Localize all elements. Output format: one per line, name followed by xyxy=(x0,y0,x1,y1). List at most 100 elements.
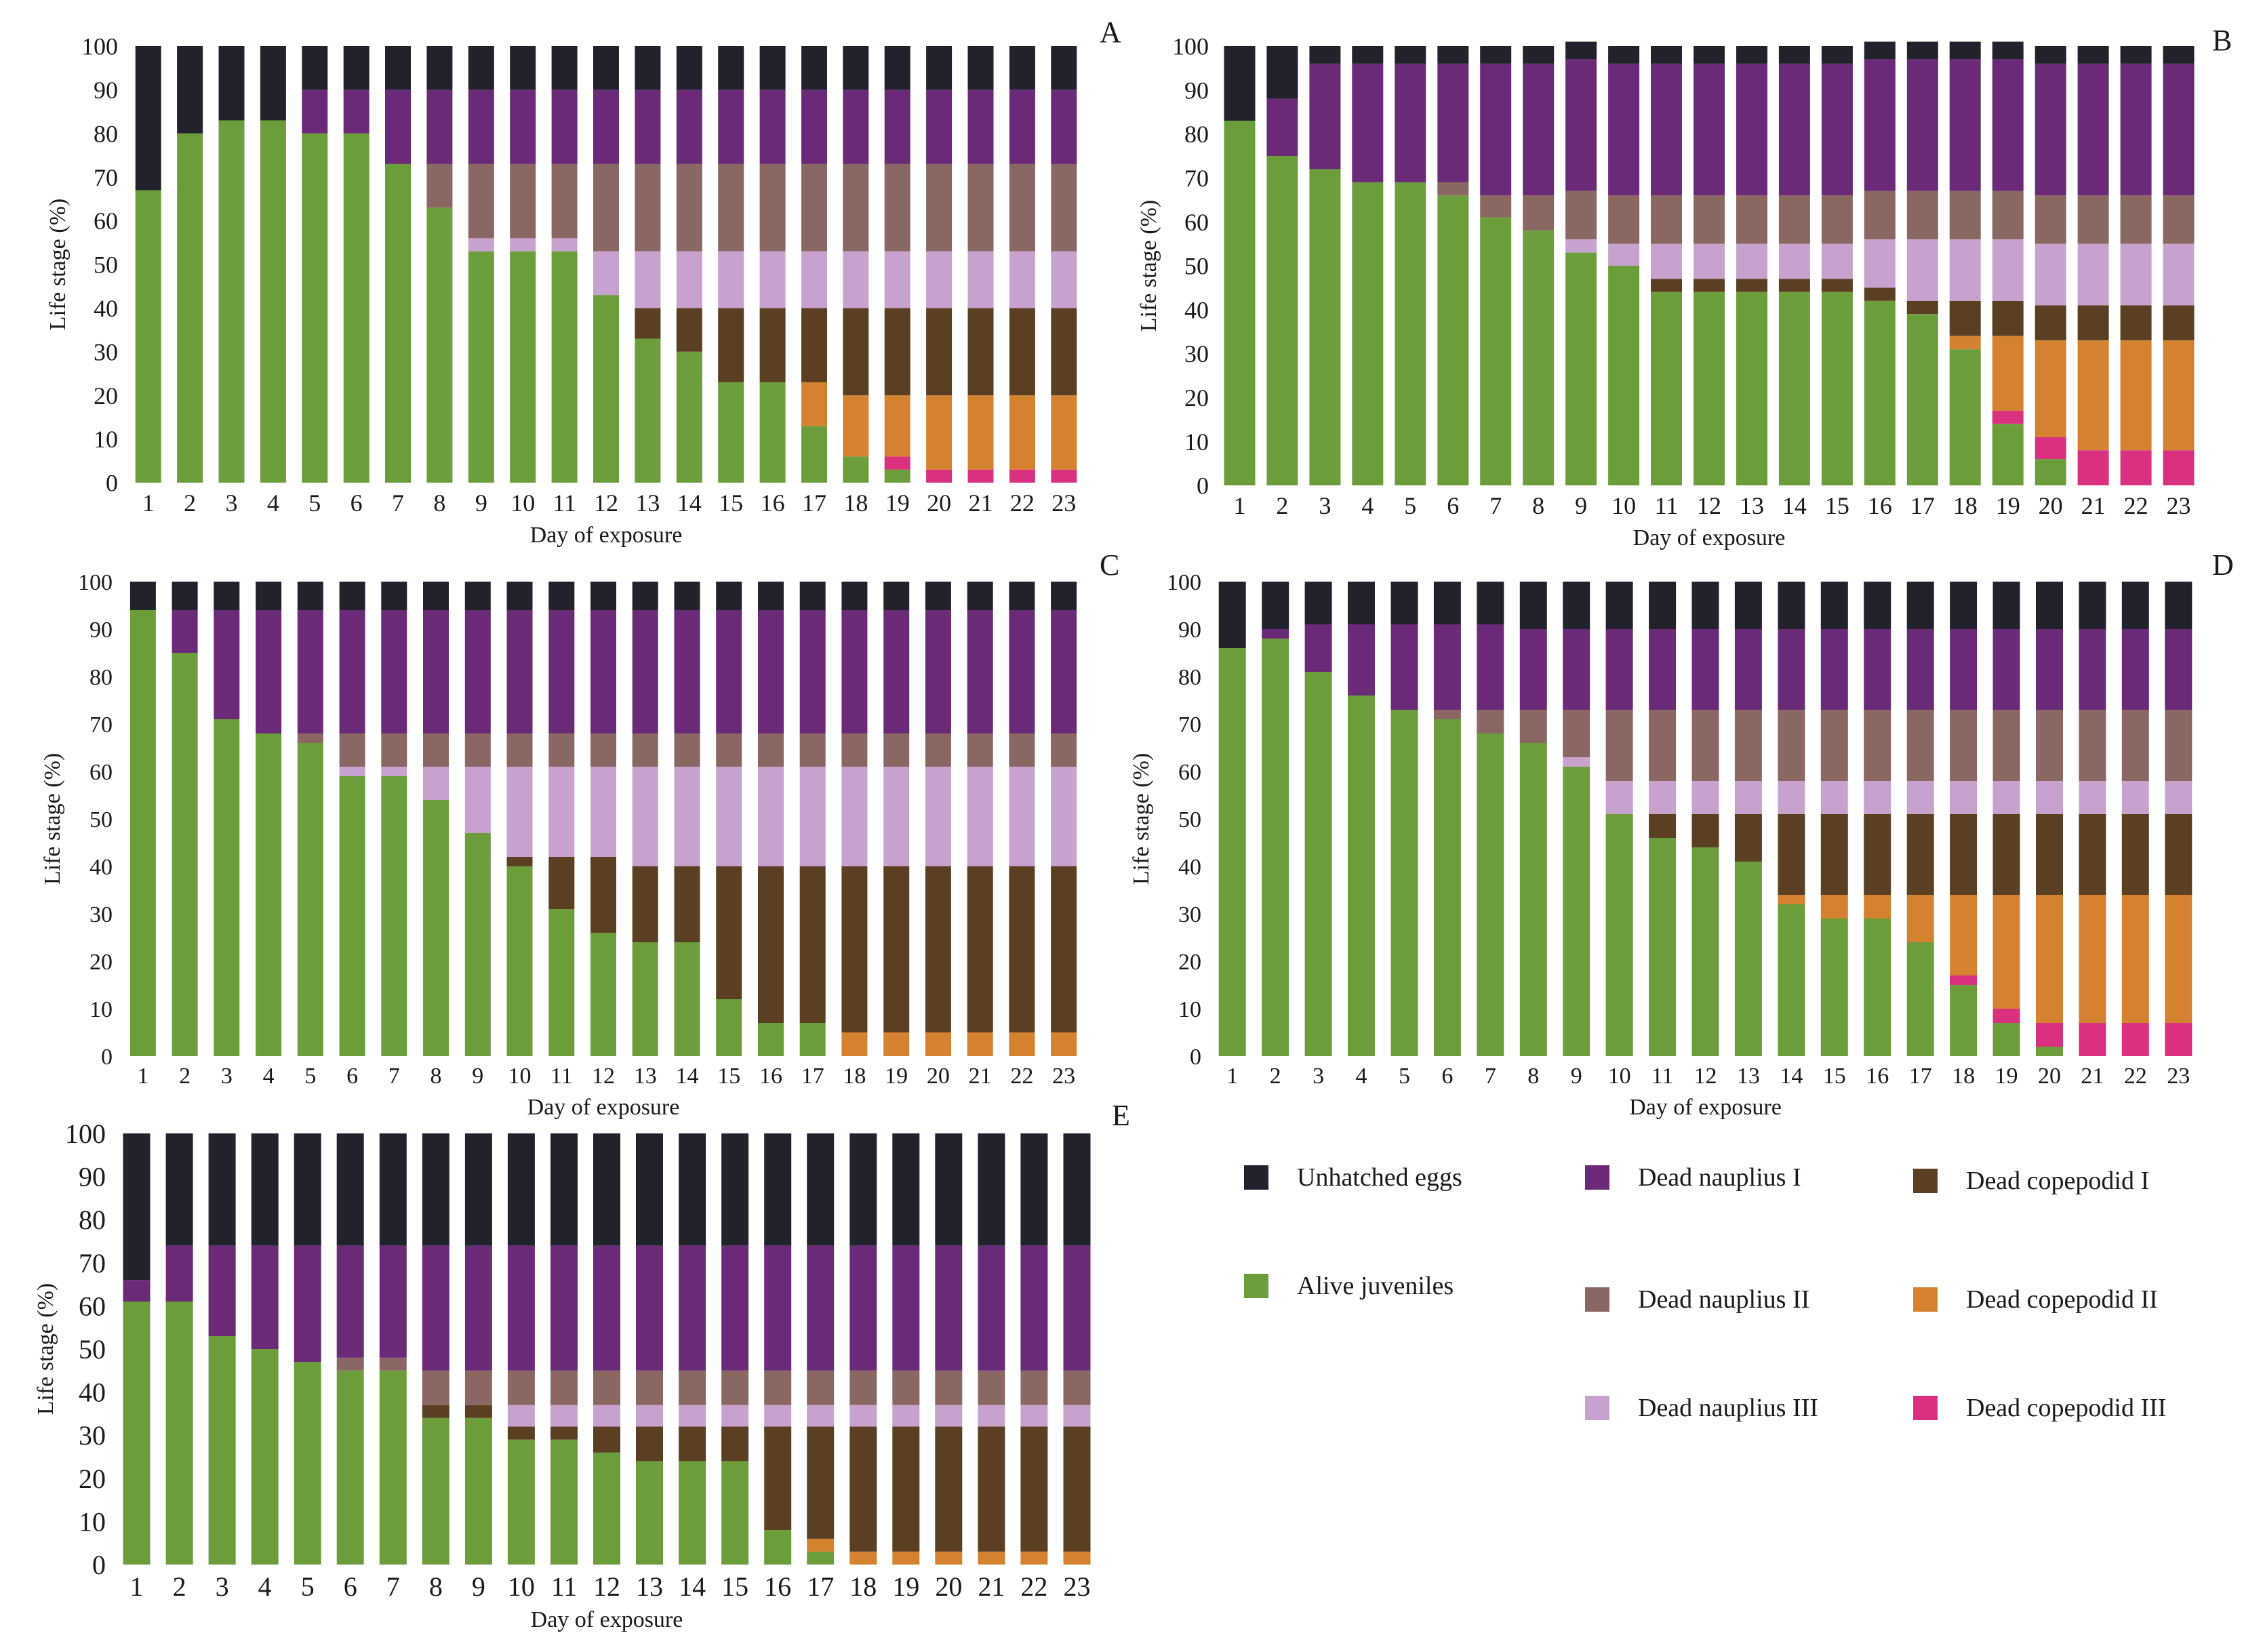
bar-segment-alive-juveniles xyxy=(718,382,744,483)
bar-segment-dead-nauplius-ii xyxy=(2165,710,2192,781)
bar-segment-dead-nauplius-i xyxy=(1992,59,2024,191)
bar-segment-dead-nauplius-iii xyxy=(1020,1405,1048,1427)
y-tick-label: 0 xyxy=(92,1550,106,1580)
bar-segment-unhatched-eggs xyxy=(1304,582,1332,624)
bar-segment-dead-nauplius-i xyxy=(716,610,742,733)
panel-letter: D xyxy=(2212,548,2234,582)
x-tick-label: 23 xyxy=(2167,1064,2190,1089)
bar-segment-alive-juveniles xyxy=(1565,252,1597,485)
x-tick-label: 13 xyxy=(1737,1064,1760,1089)
bar-segment-dead-nauplius-i xyxy=(379,1245,407,1358)
bar-segment-alive-juveniles xyxy=(1262,639,1289,1056)
bar-segment-dead-nauplius-ii xyxy=(636,1370,663,1405)
bar-day-10 xyxy=(1605,582,1633,1056)
bar-day-9 xyxy=(1563,582,1590,1056)
bar-segment-unhatched-eggs xyxy=(468,46,494,90)
bar-segment-alive-juveniles xyxy=(548,909,575,1056)
x-tick-label: 9 xyxy=(1571,1064,1582,1089)
bar-day-2 xyxy=(172,582,198,1056)
bar-segment-alive-juveniles xyxy=(256,733,282,1056)
bar-segment-dead-nauplius-ii xyxy=(1649,710,1677,781)
bar-segment-dead-nauplius-i xyxy=(1523,63,1555,196)
x-tick-label: 5 xyxy=(301,1571,315,1602)
bar-segment-dead-copepodid-i xyxy=(550,1426,578,1440)
bar-segment-dead-nauplius-ii xyxy=(548,733,575,767)
bar-segment-dead-copepodid-i xyxy=(507,1426,535,1440)
bar-segment-alive-juveniles xyxy=(336,1370,364,1565)
bar-day-21 xyxy=(2079,582,2106,1056)
bar-segment-dead-nauplius-i xyxy=(1565,59,1597,191)
bar-segment-dead-nauplius-i xyxy=(758,610,784,733)
y-tick-label: 10 xyxy=(94,426,118,453)
bar-segment-dead-nauplius-ii xyxy=(1480,195,1512,218)
bar-segment-dead-nauplius-i xyxy=(510,89,536,164)
bar-segment-alive-juveniles xyxy=(426,207,453,483)
bar-segment-dead-nauplius-i xyxy=(1734,629,1762,710)
bar-segment-dead-nauplius-iii xyxy=(1608,243,1640,266)
bar-day-10 xyxy=(506,582,533,1056)
bar-day-19 xyxy=(1992,582,2020,1056)
bar-segment-dead-nauplius-i xyxy=(590,610,616,733)
bar-segment-dead-nauplius-iii xyxy=(593,1405,620,1427)
y-tick-label: 90 xyxy=(1184,77,1209,104)
bar-segment-unhatched-eggs xyxy=(716,582,742,610)
bar-segment-alive-juveniles xyxy=(385,163,411,483)
bar-segment-unhatched-eggs xyxy=(926,46,953,90)
bar-segment-dead-nauplius-i xyxy=(1262,629,1289,639)
bar-segment-dead-nauplius-ii xyxy=(1563,710,1590,757)
bar-segment-dead-nauplius-ii xyxy=(297,733,323,743)
bar-segment-dead-nauplius-i xyxy=(1778,63,1810,196)
bar-segment-unhatched-eggs xyxy=(801,46,827,90)
bar-segment-dead-nauplius-iii xyxy=(1906,781,1934,814)
bar-segment-dead-nauplius-ii xyxy=(1906,710,1934,781)
bar-segment-dead-copepodid-i xyxy=(1950,814,1978,895)
bar-segment-dead-nauplius-iii xyxy=(1906,239,1938,301)
bar-segment-alive-juveniles xyxy=(676,351,702,483)
bar-day-10 xyxy=(510,46,536,483)
x-tick-label: 22 xyxy=(1010,1064,1033,1089)
bar-day-18 xyxy=(841,582,868,1056)
bar-segment-alive-juveniles xyxy=(251,1349,279,1565)
bar-segment-dead-nauplius-i xyxy=(1390,624,1418,710)
bar-segment-dead-nauplius-i xyxy=(926,89,953,164)
bar-segment-dead-nauplius-iii xyxy=(679,1405,706,1427)
bar-segment-dead-nauplius-i xyxy=(2035,63,2066,196)
bar-day-17 xyxy=(1906,41,1938,485)
bar-segment-dead-nauplius-i xyxy=(807,1245,835,1371)
bar-day-12 xyxy=(1691,582,1719,1056)
bar-segment-alive-juveniles xyxy=(1608,266,1640,485)
x-tick-label: 3 xyxy=(225,489,237,517)
bar-segment-unhatched-eggs xyxy=(1519,582,1547,629)
bar-segment-dead-copepodid-i xyxy=(925,866,951,1032)
x-tick-label: 11 xyxy=(553,489,576,517)
bar-segment-dead-copepodid-ii xyxy=(925,1032,951,1056)
bar-segment-unhatched-eggs xyxy=(510,46,536,90)
bar-segment-unhatched-eggs xyxy=(1778,46,1810,64)
bar-segment-dead-nauplius-i xyxy=(2079,629,2106,710)
bar-day-11 xyxy=(1651,46,1682,485)
bar-segment-dead-nauplius-iii xyxy=(764,1405,792,1427)
bar-day-23 xyxy=(1051,582,1077,1056)
bar-segment-dead-nauplius-iii xyxy=(978,1405,1005,1427)
bar-segment-dead-nauplius-i xyxy=(468,89,494,164)
bar-segment-dead-copepodid-iii xyxy=(2121,1023,2149,1056)
bar-segment-unhatched-eggs xyxy=(884,46,910,90)
bar-segment-dead-nauplius-i xyxy=(464,1245,492,1371)
bar-segment-unhatched-eggs xyxy=(343,46,369,90)
bar-day-15 xyxy=(1820,582,1848,1056)
x-tick-label: 6 xyxy=(351,489,363,517)
bar-segment-alive-juveniles xyxy=(208,1335,236,1565)
bar-segment-dead-nauplius-i xyxy=(1266,98,1298,156)
bar-day-5 xyxy=(302,46,328,483)
bar-segment-dead-nauplius-iii xyxy=(1992,781,2020,814)
bar-segment-dead-nauplius-iii xyxy=(468,238,494,251)
bar-segment-dead-nauplius-i xyxy=(1480,63,1512,196)
bar-segment-dead-nauplius-ii xyxy=(1651,195,1682,244)
bar-segment-dead-nauplius-ii xyxy=(967,163,994,251)
bar-segment-alive-juveniles xyxy=(1218,648,1246,1056)
bar-segment-dead-nauplius-i xyxy=(636,1245,663,1371)
bar-segment-dead-copepodid-i xyxy=(1864,814,1891,895)
bar-segment-dead-nauplius-i xyxy=(759,89,786,164)
bar-segment-dead-nauplius-ii xyxy=(1864,190,1896,240)
